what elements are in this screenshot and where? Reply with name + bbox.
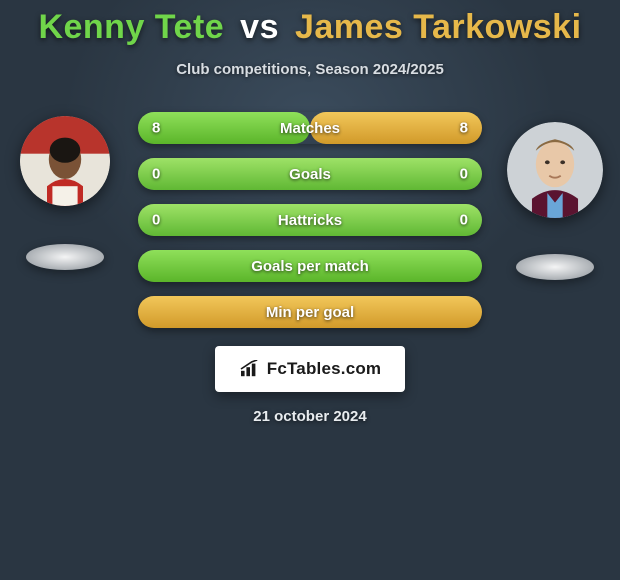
stat-bar-min-per-goal: Min per goal [138,296,482,328]
footer: FcTables.com 21 october 2024 [0,346,620,425]
player1-column [10,112,120,270]
brand-badge[interactable]: FcTables.com [215,346,406,392]
stat-bar-goals: 0 Goals 0 [138,158,482,190]
brand-text: FcTables.com [267,359,382,379]
chart-icon [239,360,261,378]
stat-label: Matches [280,120,340,137]
stat-value-right: 8 [460,120,468,137]
stat-value-left: 8 [152,120,160,137]
stat-bar-hattricks: 0 Hattricks 0 [138,204,482,236]
stat-label: Goals [289,166,331,183]
subtitle: Club competitions, Season 2024/2025 [0,61,620,78]
player1-avatar [20,116,110,206]
stat-bar-goals-per-match: Goals per match [138,250,482,282]
stat-value-right: 0 [460,212,468,229]
date-label: 21 october 2024 [253,408,366,425]
stat-value-left: 0 [152,212,160,229]
stat-bar-matches: 8 Matches 8 [138,112,482,144]
stat-value-right: 0 [460,166,468,183]
stat-label: Min per goal [266,304,354,321]
stat-bars: 8 Matches 8 0 Goals 0 0 Hattricks 0 Goal… [138,112,482,328]
stat-label: Goals per match [251,258,369,275]
title-vs: vs [234,8,285,46]
player2-avatar [507,122,603,218]
stat-label: Hattricks [278,212,342,229]
player2-club-badge [516,254,594,280]
comparison-card: Kenny Tete vs James Tarkowski Club compe… [0,0,620,425]
player1-club-badge [26,244,104,270]
title-player2: James Tarkowski [295,8,582,46]
stat-value-left: 0 [152,166,160,183]
title-player1: Kenny Tete [38,8,224,46]
page-title: Kenny Tete vs James Tarkowski [0,8,620,47]
player2-column [500,112,610,280]
comparison-row: 8 Matches 8 0 Goals 0 0 Hattricks 0 Goal… [0,112,620,328]
